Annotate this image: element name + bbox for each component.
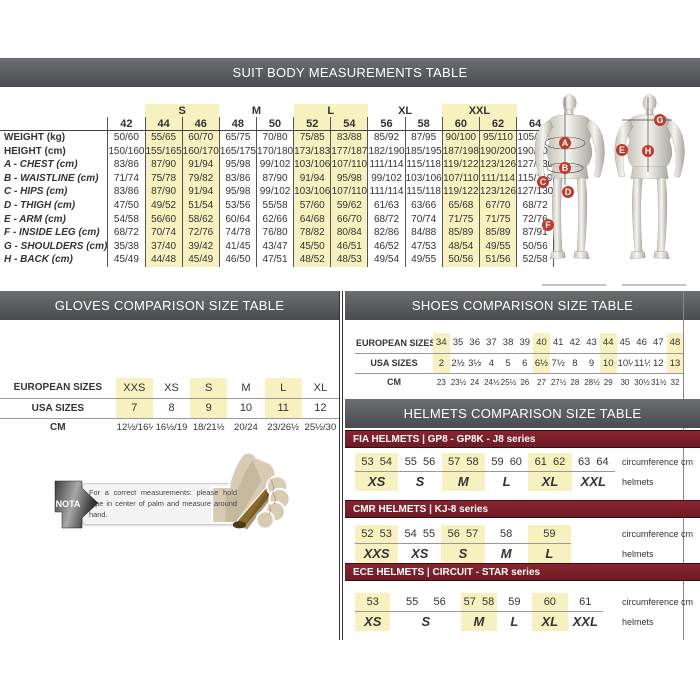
svg-text:NOTA: NOTA [56, 499, 81, 509]
